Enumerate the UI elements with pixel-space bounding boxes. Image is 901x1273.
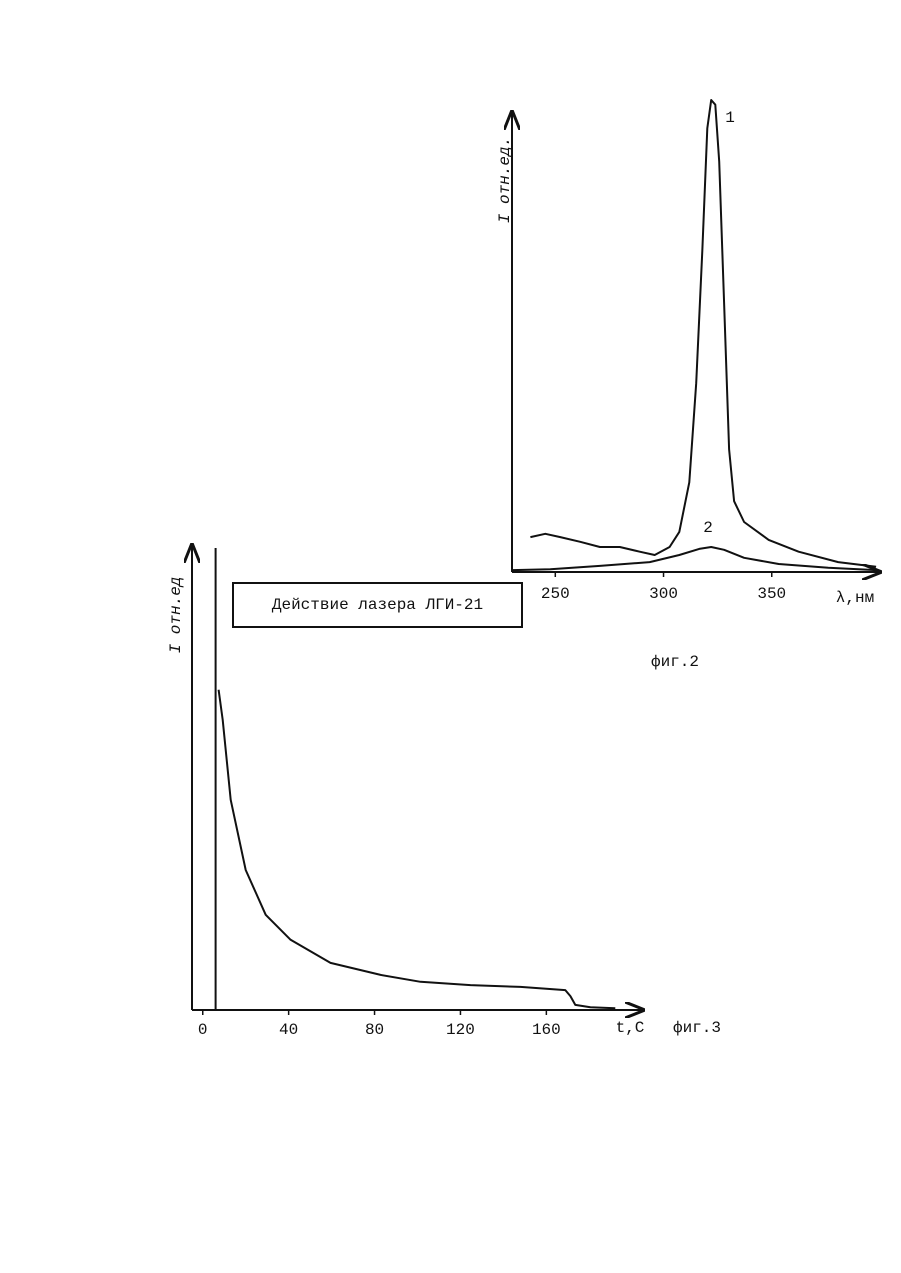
- x-tick-label: 300: [649, 585, 678, 603]
- x-axis-label: t,C: [616, 1019, 645, 1037]
- caption: фиг.2: [651, 653, 699, 671]
- curve-label: 2: [703, 519, 713, 537]
- y-axis-label: I отн.ед.: [496, 137, 514, 223]
- page: {"chart_data": [ {"type": "line", "capti…: [0, 0, 901, 1273]
- x-tick-label: 120: [446, 1021, 475, 1039]
- figure-sheet: 250300350λ,нмI отн.ед.фиг.21204080120160…: [0, 0, 901, 1273]
- caption: фиг.3: [673, 1019, 721, 1037]
- x-tick-label: 80: [365, 1021, 384, 1039]
- x-axis-label: λ,нм: [836, 589, 874, 607]
- x-tick-label: 350: [757, 585, 786, 603]
- x-tick-label: 250: [541, 585, 570, 603]
- annotation: Действие лазера ЛГИ-21: [272, 596, 483, 614]
- x-tick-label: 40: [279, 1021, 298, 1039]
- curve: [219, 690, 616, 1008]
- x-tick-label: 160: [532, 1021, 561, 1039]
- curve: [530, 100, 876, 567]
- x-tick-label: 0: [198, 1021, 208, 1039]
- curve-label: 1: [725, 109, 735, 127]
- y-axis-label: I отн.ед: [167, 577, 185, 654]
